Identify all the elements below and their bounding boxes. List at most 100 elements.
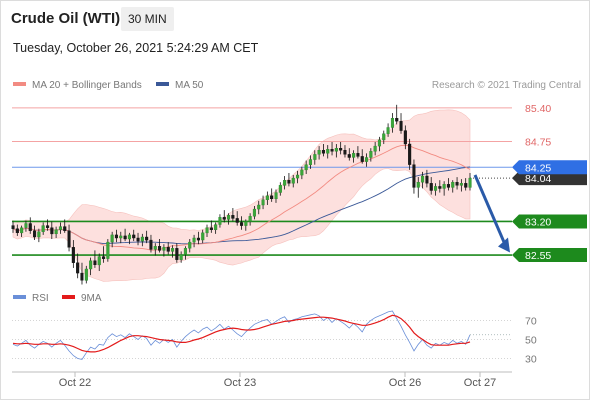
forecast-arrow-shaft [473, 174, 507, 246]
price-label-83.20: 83.20 [525, 216, 551, 228]
candle-up [326, 148, 330, 154]
forecast-arrow-head [498, 237, 510, 253]
candle-down [93, 260, 97, 266]
candle-down [33, 230, 37, 238]
price-label-85.40: 85.40 [525, 103, 551, 115]
legend-label-ma50: MA 50 [175, 80, 204, 91]
candle-down [287, 179, 291, 184]
candle-up [20, 227, 24, 234]
candle-up [308, 159, 313, 165]
candle-up [313, 154, 317, 160]
candle-up [170, 248, 175, 252]
ma50-swatch [156, 82, 169, 87]
timeframe-button[interactable]: 30 MIN [121, 7, 174, 31]
candle-down [46, 225, 50, 228]
legend-label-ma20: MA 20 + Bollinger Bands [32, 80, 142, 91]
price-label-84.75: 84.75 [525, 136, 551, 148]
candle-down [209, 227, 213, 230]
candle-down [50, 227, 54, 235]
candle-up [106, 241, 110, 259]
price-labels: 84.04 85.40 84.75 84.25 83.20 82.55 [512, 103, 587, 263]
candle-down [347, 154, 351, 158]
candle-up [382, 133, 386, 141]
rsi-swatch [13, 295, 26, 300]
candle-down [239, 222, 244, 226]
candle-up [127, 234, 132, 240]
candle-up [226, 215, 231, 220]
candle-up [188, 241, 192, 249]
candle-up [283, 179, 287, 186]
candle-down [408, 143, 412, 165]
candle-up [257, 204, 261, 210]
candle-up [218, 217, 222, 225]
candle-down [132, 234, 136, 239]
candle-up [37, 231, 41, 238]
price-tag-84.04 [512, 171, 587, 186]
candle-down [123, 235, 127, 240]
candles [11, 104, 472, 285]
legend-label-rsi: RSI [32, 293, 49, 304]
candle-up [261, 199, 265, 206]
candle-down [11, 225, 15, 229]
candle-up [386, 127, 390, 134]
candle-up [54, 229, 58, 234]
candle-up [304, 164, 308, 171]
price-tag-83.20 [512, 214, 587, 229]
candle-up [248, 216, 252, 222]
legend-item-ma20: MA 20 + Bollinger Bands [13, 80, 142, 92]
legend-item-ma50: MA 50 [156, 80, 203, 92]
candle-down [67, 230, 71, 248]
price-tag-84.25 [512, 160, 587, 175]
candle-down [429, 183, 433, 191]
x-axis: Oct 22 Oct 23 Oct 26 Oct 27 [12, 371, 512, 389]
candle-up [434, 186, 438, 191]
rsi-tick-50: 50 [525, 335, 537, 347]
candle-up [214, 224, 218, 231]
rsi-panel: 70 50 30 [12, 310, 537, 366]
candle-down [15, 228, 19, 233]
candle-down [114, 234, 118, 239]
candle-down [101, 256, 106, 259]
x-tick-label: Oct 23 [224, 377, 256, 389]
candle-up [334, 147, 338, 152]
price-label-84.25: 84.25 [525, 162, 551, 174]
candle-up [24, 223, 28, 228]
rsi-ma-line [12, 314, 471, 353]
candle-down [80, 272, 84, 281]
candle-down [235, 218, 239, 223]
candle-up [41, 225, 45, 233]
candle-down [231, 215, 235, 219]
level-lines [12, 107, 512, 256]
x-tick-label: Oct 27 [464, 377, 496, 389]
candle-up [373, 145, 377, 152]
candle-down [71, 247, 75, 264]
candle-up [153, 246, 157, 250]
candle-up [162, 247, 166, 251]
candle-up [89, 260, 93, 270]
candle-up [296, 174, 300, 179]
candle-down [412, 164, 416, 188]
candle-up [201, 232, 205, 241]
candle-down [399, 121, 403, 131]
ma20-swatch [13, 82, 26, 87]
candle-down [175, 248, 179, 260]
credit-text: Research © 2021 Trading Central [431, 80, 581, 91]
candle-down [395, 117, 399, 122]
candle-down [330, 148, 334, 152]
candle-up [140, 236, 144, 242]
candle-up [110, 234, 114, 243]
candle-up [119, 235, 123, 239]
candle-down [196, 237, 201, 241]
candle-down [145, 236, 149, 241]
candle-down [63, 226, 67, 231]
legend-label-9ma: 9MA [81, 293, 102, 304]
candle-up [369, 151, 373, 158]
rsi-line [12, 310, 471, 360]
candle-up [58, 226, 62, 230]
candle-up [183, 248, 188, 255]
candle-up [416, 181, 420, 188]
ma20-line [12, 144, 471, 251]
candle-down [446, 184, 451, 188]
price-tag-82.55 [512, 248, 587, 263]
